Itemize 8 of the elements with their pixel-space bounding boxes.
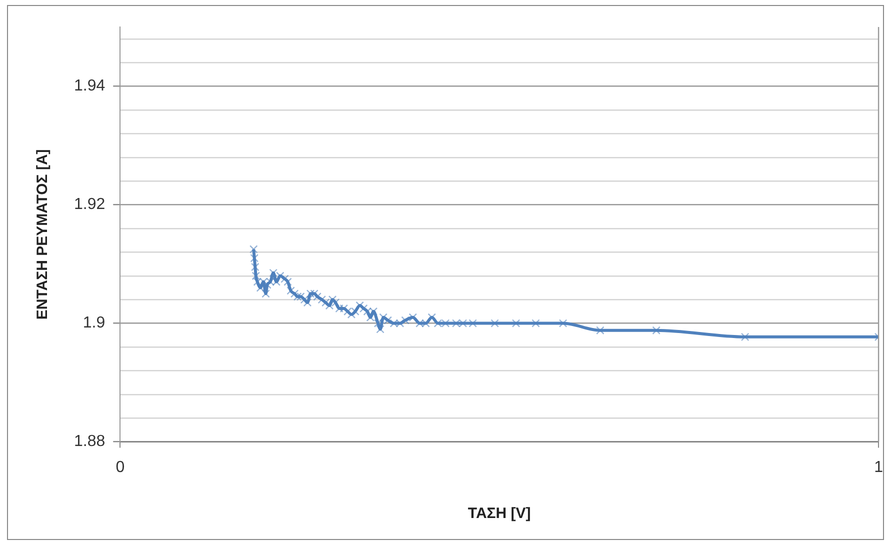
x-tick-label: 0 bbox=[116, 458, 125, 476]
y-axis-title: ΕΝΤΑΣΗ ΡΕΥΜΑΤΟΣ [A] bbox=[34, 149, 52, 320]
y-tick-label: 1.94 bbox=[74, 78, 106, 95]
y-tick-label: 1.92 bbox=[74, 196, 106, 214]
y-tick-label: 1.88 bbox=[74, 433, 106, 450]
x-axis-title: ΤΑΣΗ [V] bbox=[468, 505, 531, 522]
x-tick-label: 1 bbox=[874, 458, 884, 476]
y-tick-label: 1.9 bbox=[82, 314, 106, 332]
